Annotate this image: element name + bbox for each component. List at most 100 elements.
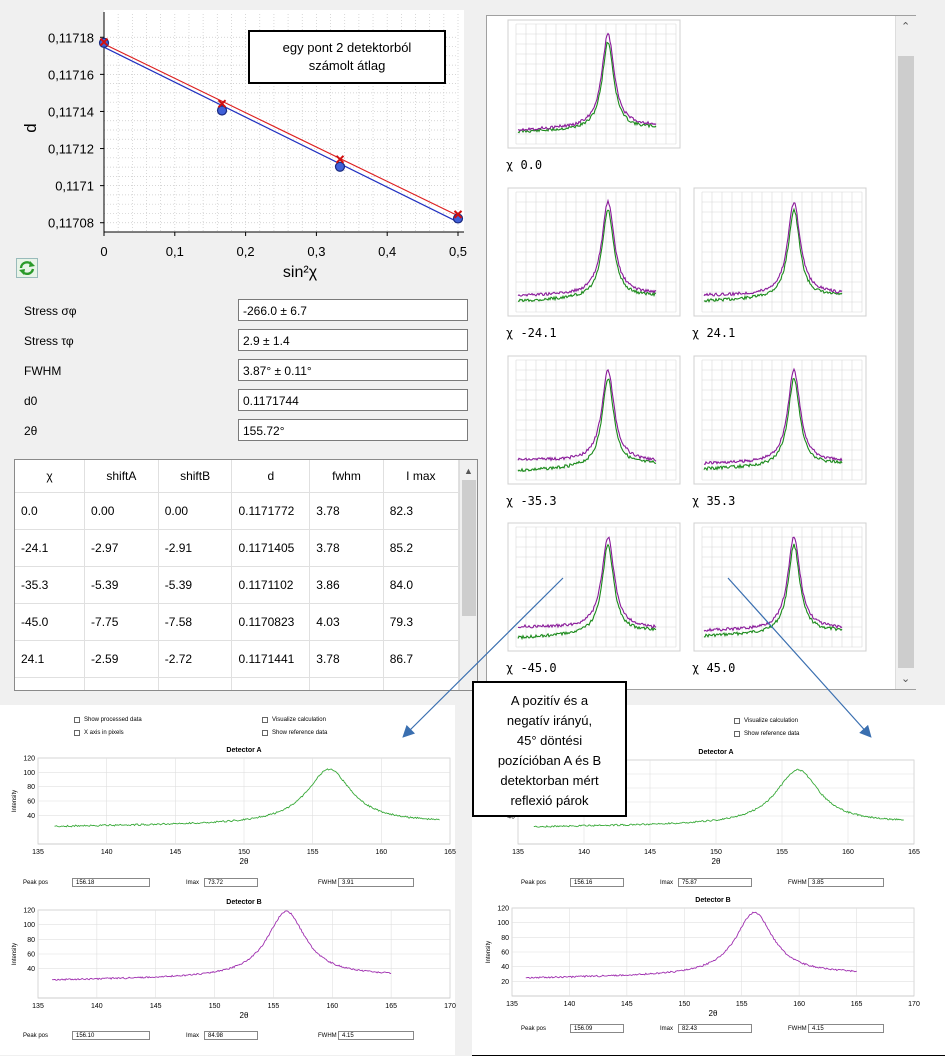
- callout-average-line1: egy pont 2 detektorból: [282, 40, 412, 55]
- table-cell: 3.78: [309, 529, 384, 567]
- thumbnail-plot-1: [507, 187, 681, 317]
- thumbnail-plot-2: [693, 187, 867, 317]
- x-tick-label: 0: [100, 244, 107, 259]
- table-cell: -7.58: [158, 603, 233, 641]
- y-tick-label: 0,1171: [55, 179, 94, 194]
- table-row[interactable]: -24.1 -2.97 -2.91 0.1171405 3.78 85.2: [15, 529, 460, 567]
- table-cell: 3.78: [309, 492, 384, 530]
- table-cell: -2.59: [84, 640, 159, 678]
- x-axis-pixels-checkbox[interactable]: [74, 730, 80, 736]
- left-detector-a-y-tick-label: 100: [23, 770, 35, 777]
- column-header-d[interactable]: d: [231, 460, 311, 493]
- table-cell: -5.02: [84, 677, 159, 690]
- right-detector-a-x-tick-label: 145: [644, 849, 656, 856]
- left-detector-b-x-tick-label: 145: [150, 1003, 162, 1010]
- left-detector-b-y-title: Intensity: [12, 943, 18, 965]
- right-detector-b: Detector B 135 140 145 150 155 160 165 170 120 100…: [486, 897, 920, 1018]
- column-header-shiftb[interactable]: shiftB: [158, 460, 233, 493]
- thumbnail-scroll-up-arrow[interactable]: ⌃: [901, 21, 911, 33]
- left-detector-b-y-tick-label: 80: [27, 937, 35, 944]
- visualize-calculation-checkbox-left[interactable]: [262, 717, 268, 723]
- x-tick-label: 0,1: [166, 244, 184, 259]
- right-detector-a-x-tick-label: 150: [710, 849, 722, 856]
- right-detector-b-x-tick-label: 170: [908, 1001, 920, 1008]
- left-detector-a-y-tick-label: 40: [27, 813, 35, 820]
- table-header-row: χ shiftA shiftB d fwhm I max: [15, 460, 460, 493]
- show-reference-data-label-left: Show reference data: [272, 730, 328, 736]
- callout-reflection-line6: reflexió párok: [510, 793, 589, 808]
- refresh-icon: [19, 261, 35, 276]
- red-data-point: [99, 37, 109, 47]
- blue-data-point: [216, 105, 228, 116]
- table-cell: 85.2: [383, 529, 460, 567]
- table-cell: -35.3: [15, 566, 86, 604]
- thumbnail-label-1: χ -24.1: [506, 326, 557, 340]
- y-tick-label: 0,11718: [48, 30, 94, 45]
- right-detector-a-x-tick-label: 135: [512, 849, 524, 856]
- right-a-peakpos-label: Peak pos: [521, 880, 547, 886]
- column-header-imax[interactable]: I max: [383, 460, 460, 493]
- column-header-shifta[interactable]: shiftA: [84, 460, 159, 493]
- right-detector-b-x-tick-label: 140: [564, 1001, 576, 1008]
- left-detector-b-title: Detector B: [226, 899, 261, 906]
- table-cell: 35.3: [15, 677, 86, 690]
- right-detector-a-y-tick-label: 40: [507, 814, 515, 821]
- left-a-imax-label: Imax: [186, 880, 200, 886]
- table-row[interactable]: -45.0 -7.75 -7.58 0.1170823 4.03 79.3: [15, 603, 460, 641]
- column-header-fwhm[interactable]: fwhm: [309, 460, 384, 493]
- y-tick-label: 0,11708: [48, 216, 94, 231]
- d0-label: d0: [24, 394, 38, 408]
- left-detector-b-y-tick-label: 40: [27, 966, 35, 973]
- detector-a-trace: [703, 202, 843, 297]
- table-cell: 0.1171142: [231, 677, 311, 690]
- table-row[interactable]: 0.0 0.00 0.00 0.1171772 3.78 82.3: [15, 492, 460, 530]
- callout-reflection-line2: negatív irányú,: [506, 713, 593, 728]
- left-b-fwhm-value: 4.15: [338, 1031, 414, 1040]
- left-detector-b-trace: [52, 910, 392, 981]
- left-b-peakpos-label: Peak pos: [23, 1033, 49, 1039]
- table-cell: -5.12: [158, 677, 233, 690]
- column-header-chi[interactable]: χ: [15, 460, 86, 493]
- right-detector-b-y-tick-label: 60: [501, 950, 509, 957]
- left-detector-b-y-tick-label: 120: [23, 908, 35, 915]
- table-row[interactable]: -35.3 -5.39 -5.39 0.1171102 3.86 84.0: [15, 566, 460, 604]
- callout-reflection-line3: 45° döntési: [516, 733, 583, 748]
- two-theta-value: 155.72°: [238, 419, 468, 441]
- left-detector-b-x-title: 2θ: [240, 1011, 249, 1020]
- left-detector-a-x-tick-label: 165: [444, 849, 456, 856]
- x-tick-label: 0,5: [449, 244, 467, 259]
- table-scroll-up-arrow[interactable]: ▲: [464, 466, 473, 476]
- left-detector-b-x-tick-label: 160: [326, 1003, 338, 1010]
- table-cell: 82.3: [383, 492, 460, 530]
- table-cell: 0.1171441: [231, 640, 311, 678]
- blue-data-point: [334, 161, 346, 172]
- thumbnail-scroll-down-arrow[interactable]: ⌄: [901, 673, 911, 685]
- table-cell: 24.1: [15, 640, 86, 678]
- y-tick-label: 0,11716: [48, 67, 94, 82]
- thumbnail-scrollbar-thumb[interactable]: [898, 56, 914, 668]
- detector-b-trace: [517, 41, 657, 134]
- show-processed-data-checkbox[interactable]: [74, 717, 80, 723]
- left-detector-b-x-tick-label: 165: [385, 1003, 397, 1010]
- x-axis-title: sin²χ: [283, 264, 318, 281]
- table-cell: -24.1: [15, 529, 86, 567]
- left-detector-a-x-tick-label: 155: [307, 849, 319, 856]
- y-tick-label: 0,11712: [48, 142, 94, 157]
- show-processed-data-label: Show processed data: [84, 717, 142, 723]
- blue-fit-line: [103, 46, 459, 223]
- table-row[interactable]: 24.1 -2.59 -2.72 0.1171441 3.78 86.7: [15, 640, 460, 678]
- show-reference-data-checkbox-left[interactable]: [262, 730, 268, 736]
- stress-sigma-value: -266.0 ± 6.7: [238, 299, 468, 321]
- left-detector-b: Detector B 135 140 145 150 155 160 165 170 120 100…: [12, 899, 456, 1020]
- table-cell: -2.91: [158, 529, 233, 567]
- refresh-button[interactable]: [16, 258, 38, 278]
- thumbnail-label-6: χ 45.0: [692, 661, 736, 675]
- right-detector-b-y-tick-label: 80: [501, 935, 509, 942]
- right-b-fwhm-label: FWHM: [788, 1026, 807, 1032]
- right-b-peakpos-label: Peak pos: [521, 1026, 547, 1032]
- thumbnail-scrollbar[interactable]: ⌃ ⌄: [895, 16, 916, 689]
- right-b-imax-label: Imax: [660, 1026, 674, 1032]
- right-detector-a-x-tick-label: 140: [578, 849, 590, 856]
- right-detector-b-x-tick-label: 145: [621, 1001, 633, 1008]
